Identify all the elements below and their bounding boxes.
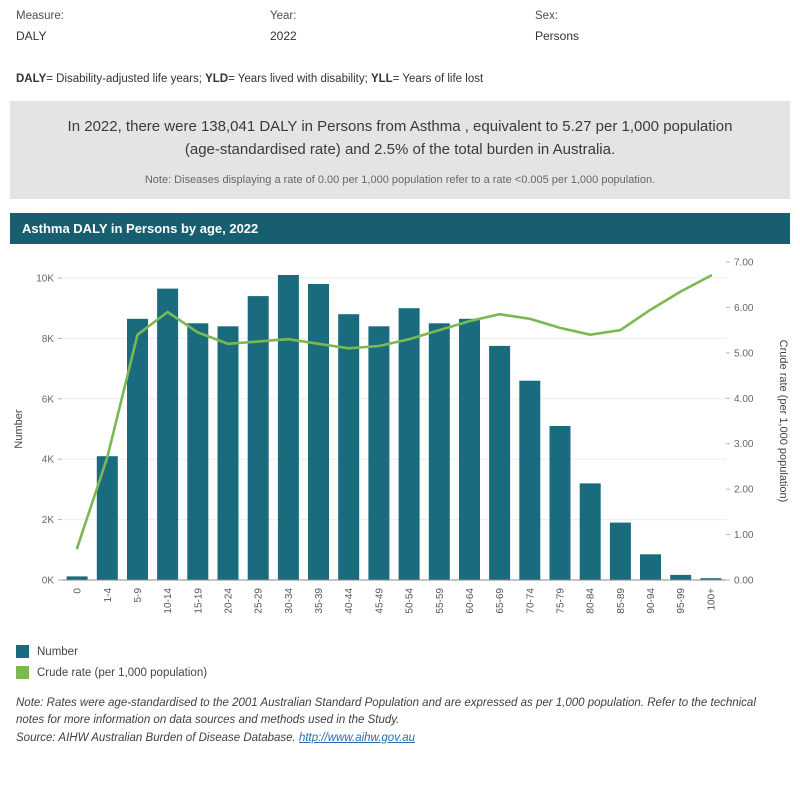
svg-text:45-49: 45-49 xyxy=(374,588,385,614)
svg-text:1-4: 1-4 xyxy=(103,588,114,603)
svg-text:1.00: 1.00 xyxy=(734,530,754,541)
filter-measure-label: Measure: xyxy=(16,10,64,22)
svg-text:2K: 2K xyxy=(42,515,55,526)
footer-note: Note: Rates were age-standardised to the… xyxy=(16,697,756,727)
svg-text:10-14: 10-14 xyxy=(163,588,174,614)
crude-rate-swatch-icon xyxy=(16,666,29,679)
svg-text:90-94: 90-94 xyxy=(646,588,657,614)
legend-label-number: Number xyxy=(37,645,78,658)
svg-text:2.00: 2.00 xyxy=(734,485,754,496)
svg-text:50-54: 50-54 xyxy=(405,588,416,614)
bar-age-0[interactable] xyxy=(66,576,88,580)
svg-text:10K: 10K xyxy=(36,274,54,285)
definition-term-yll: YLL xyxy=(370,73,393,85)
definition-term-daly: DALY xyxy=(16,73,47,85)
chart-title-bar: Asthma DALY in Persons by age, 2022 xyxy=(10,213,790,244)
bar-age-35-39[interactable] xyxy=(308,284,329,580)
definition-text-daly: = Disability-adjusted life years; xyxy=(46,73,206,85)
definition-text-yll: = Years of life lost xyxy=(392,73,484,85)
legend-item-number[interactable]: Number xyxy=(16,645,800,658)
definition-text-yld: = Years lived with disability; xyxy=(228,73,371,85)
summary-note: Note: Diseases displaying a rate of 0.00… xyxy=(144,174,656,186)
filter-year: Year: 2022 xyxy=(270,10,535,43)
svg-text:75-79: 75-79 xyxy=(556,588,567,614)
number-swatch-icon xyxy=(16,645,29,658)
summary-text: In 2022, there were 138,041 DALY in Pers… xyxy=(67,118,733,158)
svg-text:5-9: 5-9 xyxy=(133,588,144,603)
bar-age-75-79[interactable] xyxy=(549,426,571,580)
filter-year-label: Year: xyxy=(270,10,297,22)
svg-text:80-84: 80-84 xyxy=(586,588,597,614)
filter-measure-value[interactable]: DALY xyxy=(16,29,47,43)
svg-text:100+: 100+ xyxy=(706,588,717,611)
bar-age-65-69[interactable] xyxy=(489,345,511,580)
svg-text:20-24: 20-24 xyxy=(224,588,235,614)
svg-text:40-44: 40-44 xyxy=(344,588,355,614)
footer-source-link[interactable]: http://www.aihw.gov.au xyxy=(298,731,416,744)
footer-source-line: Source: AIHW Australian Burden of Diseas… xyxy=(16,730,784,747)
bar-age-40-44[interactable] xyxy=(338,314,360,580)
svg-text:4.00: 4.00 xyxy=(734,394,754,405)
bar-age-20-24[interactable] xyxy=(217,326,239,580)
svg-text:25-29: 25-29 xyxy=(254,588,265,614)
svg-text:Crude rate (per 1,000 populati: Crude rate (per 1,000 population) xyxy=(777,340,789,503)
chart-title: Asthma DALY in Persons by age, 2022 xyxy=(22,221,259,236)
daly-by-age-chart: 0K 2K 4K 6K 8K 10K 0.00 1.00 2.00 3.00 4.00 5.00 6.0… xyxy=(13,258,789,614)
svg-text:5.00: 5.00 xyxy=(734,348,754,359)
crude-rate-line[interactable] xyxy=(75,274,713,550)
svg-text:6K: 6K xyxy=(42,394,55,405)
bar-age-50-54[interactable] xyxy=(398,308,420,580)
svg-text:95-99: 95-99 xyxy=(676,588,687,614)
legend-label-crude-rate: Crude rate (per 1,000 population) xyxy=(37,666,208,679)
bar-age-15-19[interactable] xyxy=(187,323,209,580)
bar-age-85-89[interactable] xyxy=(609,522,631,580)
bar-age-90-94[interactable] xyxy=(640,554,661,580)
bar-age-95-99[interactable] xyxy=(670,574,692,580)
svg-text:3.00: 3.00 xyxy=(734,439,754,450)
bar-age-5-9[interactable] xyxy=(127,318,148,580)
bar-age-25-29[interactable] xyxy=(247,296,269,580)
chart-area: 0K 2K 4K 6K 8K 10K 0.00 1.00 2.00 3.00 4.00 5.00 6.0… xyxy=(10,244,790,641)
filter-sex-value[interactable]: Persons xyxy=(535,29,580,43)
footer-source-text: Source: AIHW Australian Burden of Diseas… xyxy=(16,731,299,744)
svg-text:85-89: 85-89 xyxy=(616,588,627,614)
legend-item-crude-rate[interactable]: Crude rate (per 1,000 population) xyxy=(16,666,800,679)
filter-sex-label: Sex: xyxy=(535,10,559,22)
svg-text:0: 0 xyxy=(73,588,84,594)
bar-age-80-84[interactable] xyxy=(579,483,601,580)
svg-text:0.00: 0.00 xyxy=(734,576,754,587)
svg-text:7.00: 7.00 xyxy=(734,258,754,269)
bar-age-45-49[interactable] xyxy=(368,326,390,580)
bar-age-10-14[interactable] xyxy=(157,288,179,580)
bar-age-30-34[interactable] xyxy=(277,275,299,580)
filter-year-value[interactable]: 2022 xyxy=(270,29,297,43)
svg-text:30-34: 30-34 xyxy=(284,588,295,614)
svg-text:15-19: 15-19 xyxy=(193,588,204,614)
svg-text:60-64: 60-64 xyxy=(465,588,476,614)
svg-text:65-69: 65-69 xyxy=(495,588,506,614)
chart-legend: Number Crude rate (per 1,000 population) xyxy=(16,645,800,679)
bar-age-70-74[interactable] xyxy=(519,380,541,580)
filter-measure: Measure: DALY xyxy=(16,10,270,43)
definition-term-yld: YLD xyxy=(205,73,229,85)
svg-text:Number: Number xyxy=(13,409,25,448)
footer: Note: Rates were age-standardised to the… xyxy=(16,695,784,747)
bar-age-60-64[interactable] xyxy=(459,318,480,580)
filter-sex: Sex: Persons xyxy=(535,10,784,43)
svg-text:0K: 0K xyxy=(42,576,55,587)
svg-text:4K: 4K xyxy=(42,455,55,466)
svg-text:6.00: 6.00 xyxy=(734,303,754,314)
svg-text:70-74: 70-74 xyxy=(525,588,536,614)
filter-bar: Measure: DALY Year: 2022 Sex: Persons xyxy=(0,0,800,43)
bar-age-55-59[interactable] xyxy=(428,323,450,580)
svg-text:8K: 8K xyxy=(42,334,55,345)
svg-text:35-39: 35-39 xyxy=(314,588,325,614)
definitions-line: DALY= Disability-adjusted life years; YL… xyxy=(16,73,784,85)
bar-age-100+[interactable] xyxy=(700,578,722,580)
bar-age-1-4[interactable] xyxy=(96,456,118,580)
svg-text:55-59: 55-59 xyxy=(435,588,446,614)
summary-box: In 2022, there were 138,041 DALY in Pers… xyxy=(10,101,790,199)
